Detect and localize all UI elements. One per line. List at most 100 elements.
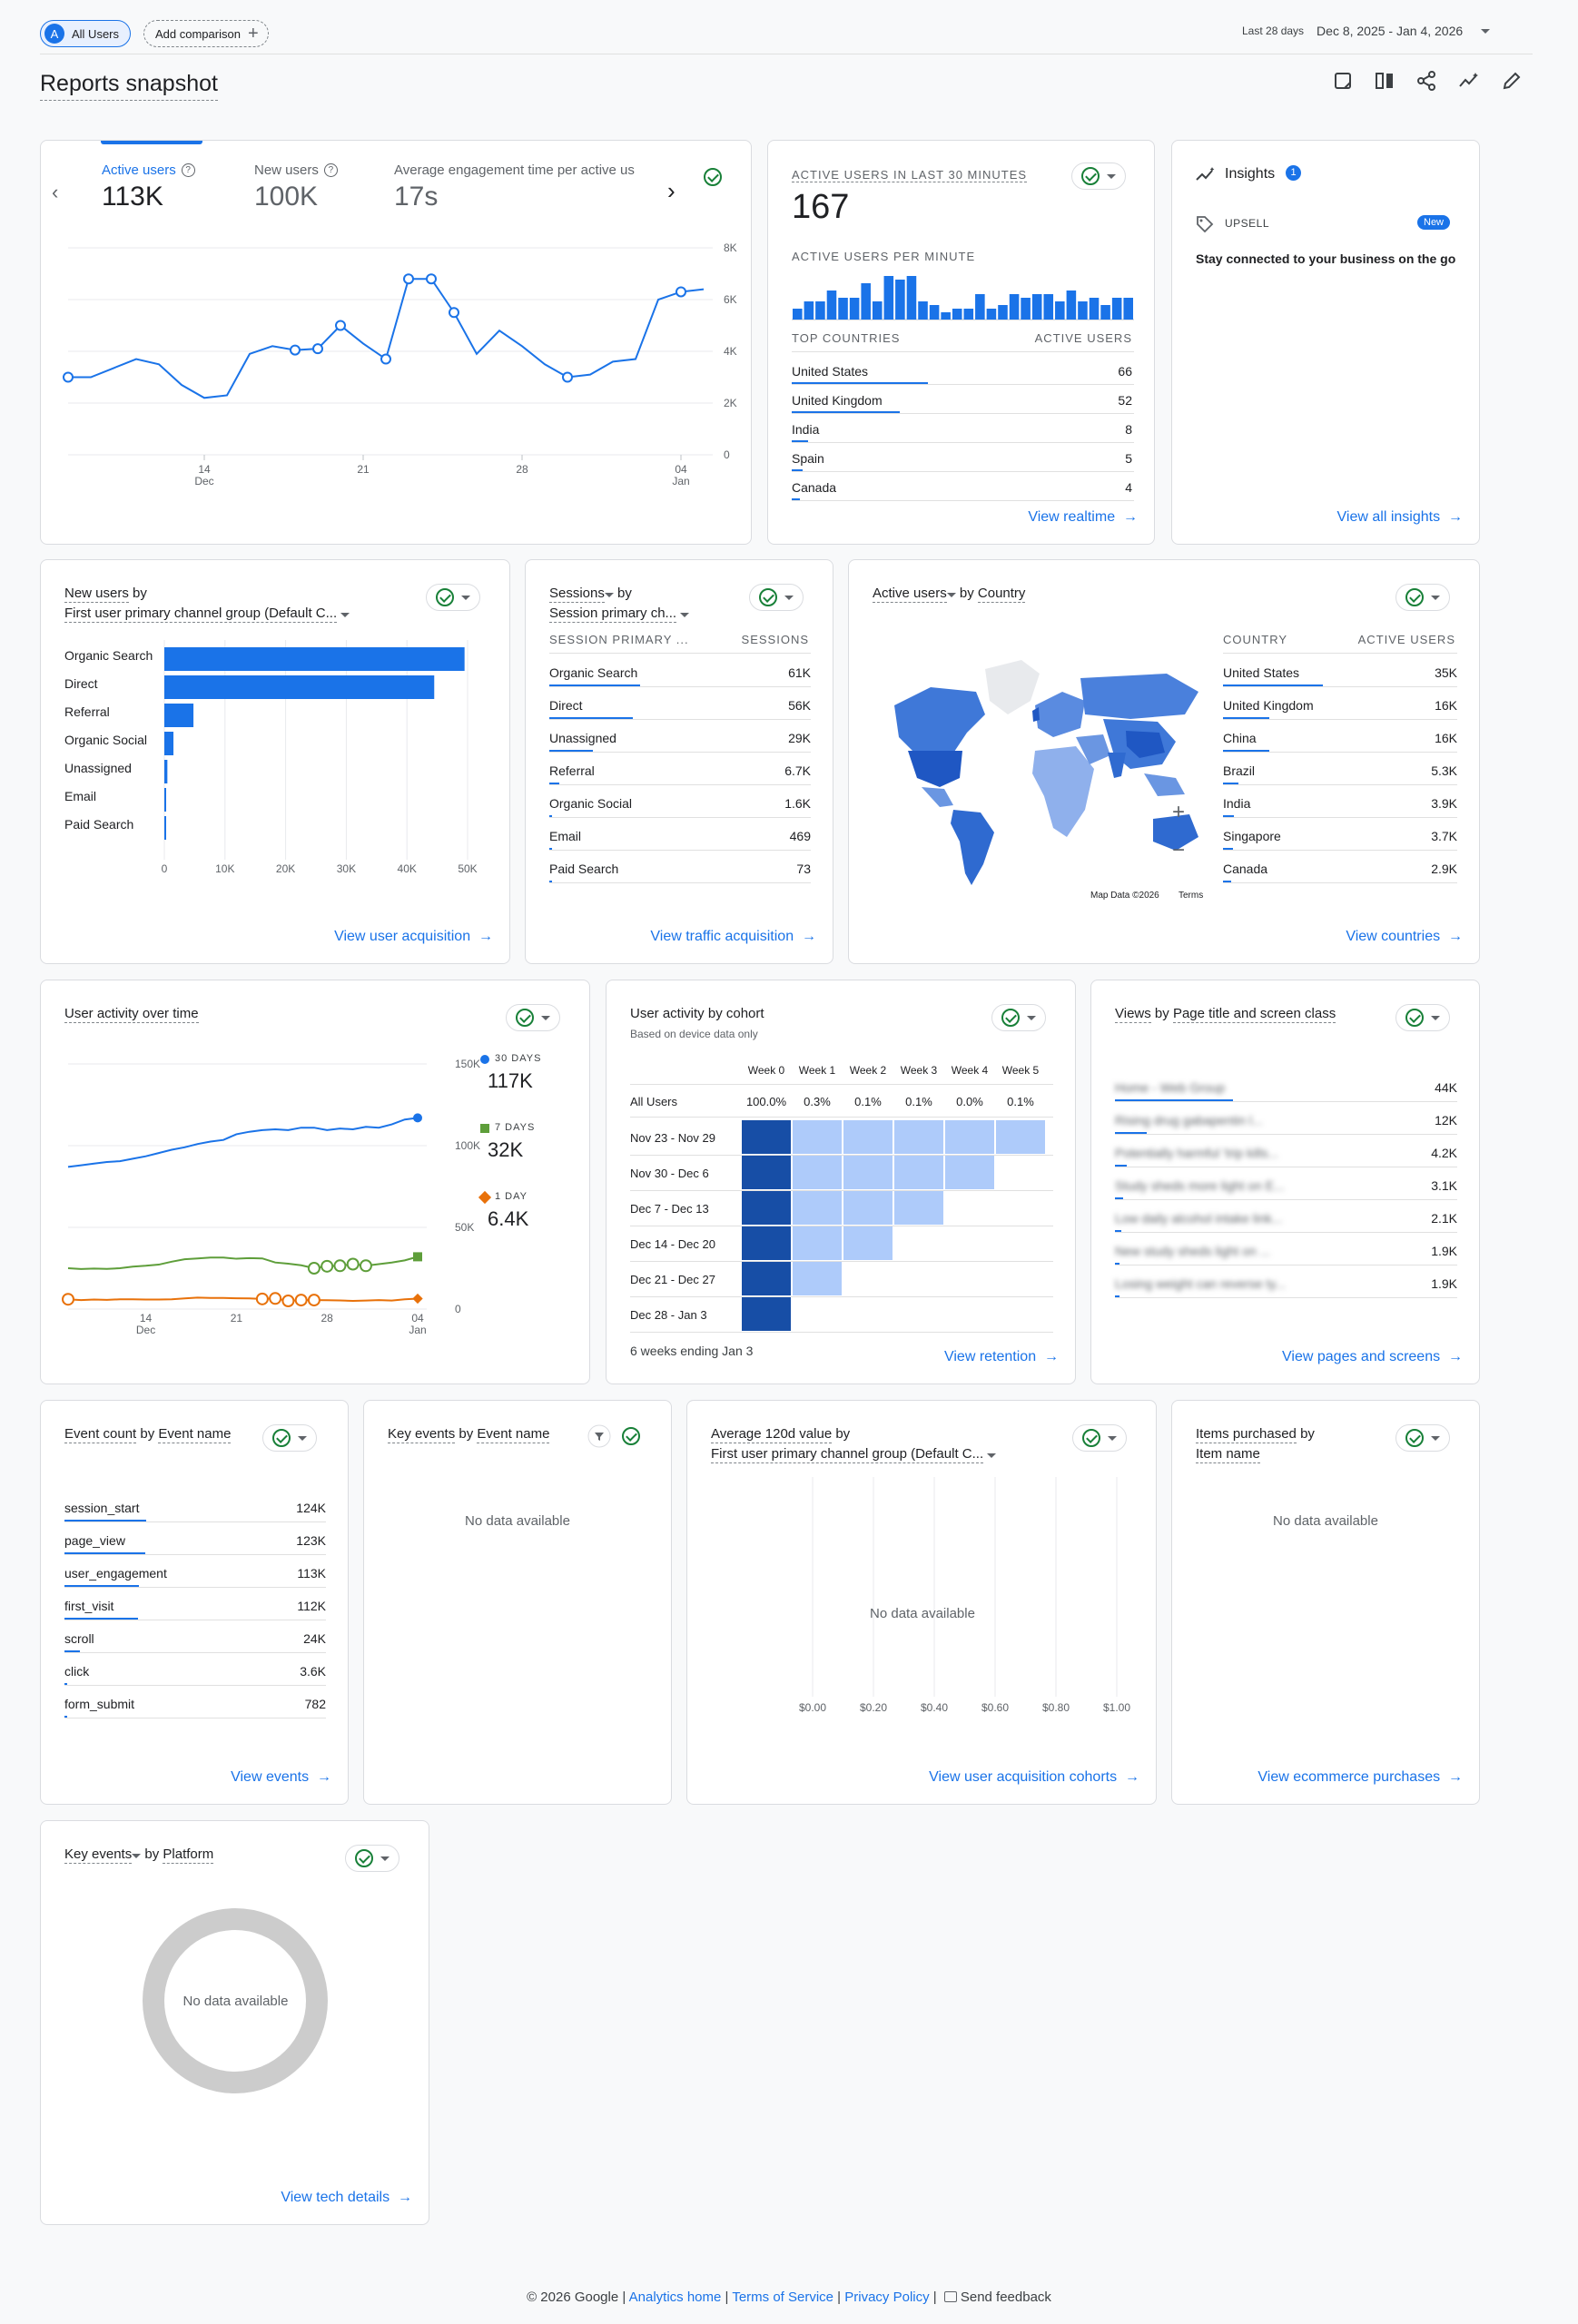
series-line <box>67 1117 419 1168</box>
minute-bar <box>1100 305 1110 320</box>
legend-value: 117K <box>488 1069 533 1092</box>
row-value: 44K <box>1435 1080 1457 1095</box>
row-divider <box>1115 1101 1457 1102</box>
zoom-in-button[interactable]: + <box>1172 800 1186 824</box>
metric-active-users[interactable]: Active users? 113K <box>102 162 195 212</box>
view-ecommerce-link[interactable]: View ecommerce purchases → <box>1257 1769 1463 1786</box>
row-bar <box>1223 881 1231 883</box>
view-all-insights-label: View all insights <box>1336 509 1441 525</box>
dimension-selector[interactable]: Session primary ch... <box>549 606 690 623</box>
zoom-out-button[interactable]: − <box>1172 838 1186 862</box>
dimension-label: Event name <box>158 1426 232 1443</box>
send-feedback-link[interactable]: Send feedback <box>960 2290 1051 2305</box>
row-value: 3.6K <box>300 1664 326 1679</box>
country-title[interactable]: Active users by Country <box>873 586 1026 603</box>
realtime-options[interactable] <box>1071 162 1126 190</box>
customize-report-icon[interactable] <box>1333 71 1353 91</box>
edit-pencil-icon[interactable] <box>1502 71 1522 91</box>
platform-title[interactable]: Key events by Platform <box>64 1846 214 1864</box>
row-bar <box>64 1650 81 1653</box>
metric-label: Event count <box>64 1426 137 1443</box>
dimension-selector[interactable]: First user primary channel group (Defaul… <box>64 606 350 623</box>
new-users-options[interactable] <box>426 584 480 611</box>
country-options[interactable] <box>1396 584 1450 611</box>
platform-options[interactable] <box>345 1845 399 1872</box>
view-cohorts-label: View user acquisition cohorts <box>929 1769 1118 1785</box>
check-icon <box>1082 1429 1100 1447</box>
sessions-options[interactable] <box>749 584 804 611</box>
row-value: 2.9K <box>1431 862 1457 876</box>
x-tick-label: $0.60 <box>981 1701 1009 1714</box>
view-realtime-link[interactable]: View realtime → <box>1028 509 1138 526</box>
chevron-down-icon <box>298 1435 307 1441</box>
row-divider <box>1115 1232 1457 1233</box>
view-events-link[interactable]: View events → <box>231 1769 331 1786</box>
user-activity-options[interactable] <box>506 1004 560 1031</box>
row-divider <box>1115 1199 1457 1200</box>
check-icon <box>516 1009 534 1027</box>
compare-icon[interactable] <box>1375 71 1395 91</box>
cohort-cell <box>894 1156 943 1189</box>
minute-bar <box>1123 298 1133 320</box>
world-map[interactable] <box>876 651 1203 887</box>
next-metric-chevron-icon[interactable]: › <box>667 177 676 204</box>
map-terms-link[interactable]: Terms <box>1179 891 1204 901</box>
items-title: Items purchased by <box>1196 1426 1315 1443</box>
events-options[interactable] <box>262 1424 317 1452</box>
row-value: 113K <box>297 1566 326 1581</box>
check-icon[interactable] <box>622 1427 640 1445</box>
country-name: United States <box>792 364 869 379</box>
x-tick-label: 28 <box>516 463 528 476</box>
view-all-insights-link[interactable]: View all insights → <box>1337 509 1463 526</box>
metric-new-users[interactable]: New users? 100K <box>254 162 338 212</box>
upsell-tag: UPSELL <box>1225 217 1270 230</box>
view-cohorts-link[interactable]: View user acquisition cohorts → <box>929 1769 1139 1786</box>
row-label: Singapore <box>1223 829 1281 843</box>
cohort-row-label: Dec 7 - Dec 13 <box>630 1202 709 1216</box>
insights-icon[interactable] <box>1458 71 1480 91</box>
view-pages-link[interactable]: View pages and screens → <box>1282 1349 1463 1365</box>
view-user-acquisition-link[interactable]: View user acquisition → <box>334 929 493 945</box>
analytics-home-link[interactable]: Analytics home <box>628 2290 722 2305</box>
view-tech-link[interactable]: View tech details → <box>281 2190 412 2206</box>
view-countries-link[interactable]: View countries → <box>1346 929 1463 945</box>
sessions-title[interactable]: Sessions by <box>549 586 632 603</box>
date-range-picker[interactable]: Last 28 days Dec 8, 2025 - Jan 4, 2026 <box>1242 24 1491 38</box>
row-label: form_submit <box>64 1697 135 1711</box>
new-users-title: New users by <box>64 586 147 603</box>
share-icon[interactable] <box>1416 71 1436 91</box>
country-name: United Kingdom <box>792 393 883 408</box>
country-name: Spain <box>792 451 824 466</box>
cohort-options[interactable] <box>991 1004 1046 1031</box>
items-options[interactable] <box>1396 1424 1450 1452</box>
insights-text: Stay connected to your business on the g… <box>1196 251 1456 266</box>
chevron-down-icon <box>132 1854 142 1858</box>
col-countries: TOP COUNTRIES <box>792 331 901 345</box>
y-tick-label: 50K <box>455 1221 474 1234</box>
map-credit: Map Data ©2026 <box>1090 891 1159 901</box>
data-point <box>281 1295 295 1307</box>
add-comparison-button[interactable]: Add comparison + <box>143 20 269 47</box>
prev-metric-chevron-icon[interactable]: ‹ <box>52 181 59 203</box>
metric-engagement-time[interactable]: Average engagement time per active us 17… <box>394 162 657 212</box>
dimension-label: Event name <box>477 1426 550 1443</box>
chevron-down-icon <box>1027 1015 1036 1020</box>
views-options[interactable] <box>1396 1004 1450 1031</box>
avg-value-options[interactable] <box>1072 1424 1127 1452</box>
dimension-selector[interactable]: First user primary channel group (Defaul… <box>711 1446 997 1463</box>
row-label: New study sheds light on ... <box>1115 1244 1271 1258</box>
view-traffic-acquisition-link[interactable]: View traffic acquisition → <box>650 929 816 945</box>
segment-chip[interactable]: A All Users <box>40 20 132 47</box>
x-tick-label: 40K <box>398 862 417 875</box>
cohort-cell <box>843 1191 893 1225</box>
tos-link[interactable]: Terms of Service <box>732 2290 834 2305</box>
filter-icon[interactable] <box>587 1424 611 1448</box>
map-region-south-america <box>951 810 994 885</box>
view-retention-link[interactable]: View retention → <box>944 1349 1059 1365</box>
by-label: by <box>1154 1006 1169 1021</box>
no-data-text: No data available <box>1273 1513 1378 1529</box>
minute-bar <box>986 309 997 320</box>
cohort-cell <box>793 1226 842 1260</box>
check-icon[interactable] <box>704 168 722 186</box>
privacy-link[interactable]: Privacy Policy <box>844 2290 930 2305</box>
